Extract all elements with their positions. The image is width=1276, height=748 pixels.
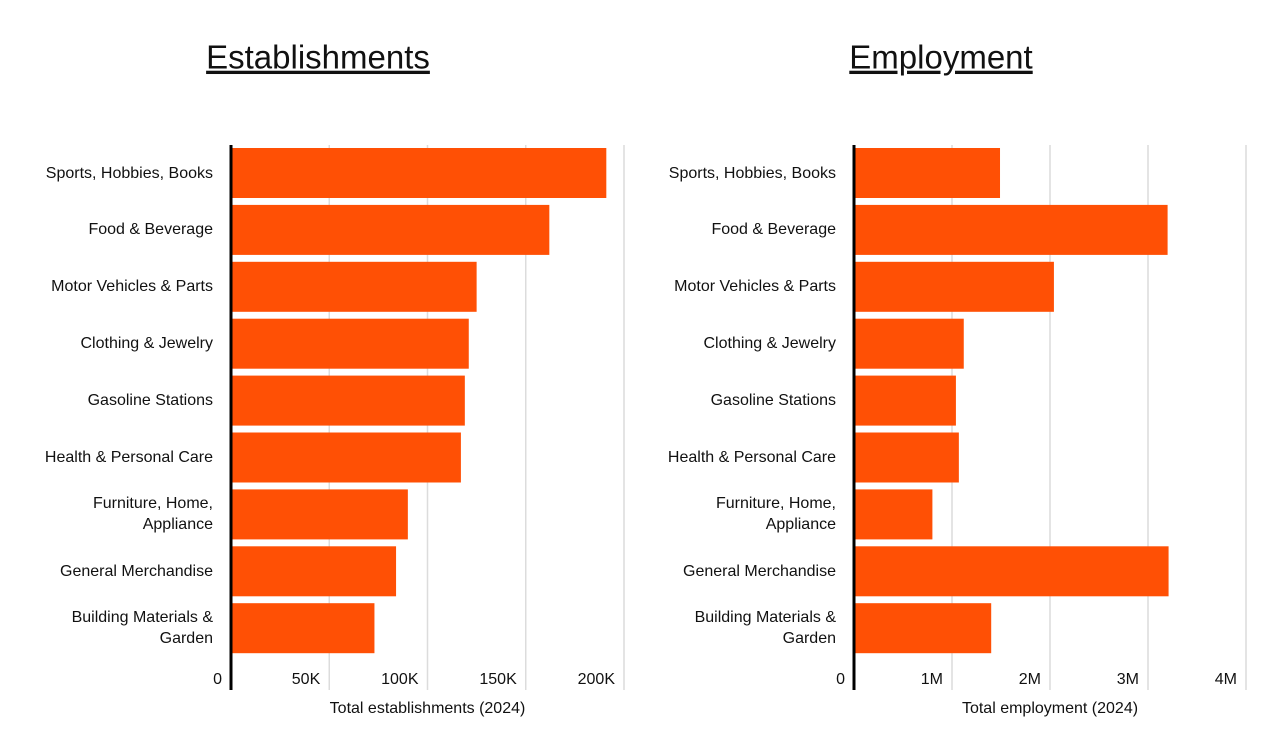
bar — [854, 603, 992, 654]
category-label: Furniture, Home, Appliance — [92, 495, 213, 534]
category-label: Clothing & Jewelry — [703, 335, 837, 353]
category-label: Sports, Hobbies, Books — [668, 164, 836, 182]
x-tick-label: 3M — [1117, 671, 1139, 688]
x-axis-label: Total establishments (2024) — [330, 700, 526, 717]
category-label: General Merchandise — [60, 562, 213, 580]
category-label: Health & Personal Care — [44, 449, 213, 466]
bar — [854, 432, 959, 483]
x-tick-label: 200K — [578, 671, 616, 688]
x-axis-label: Total employment (2024) — [962, 700, 1138, 717]
category-label: Food & Beverage — [711, 221, 836, 239]
x-tick-label: 0 — [213, 671, 222, 688]
category-label: Food & Beverage — [88, 221, 213, 239]
bar — [231, 318, 469, 369]
category-label: Building Materials & Garden — [694, 609, 836, 648]
x-tick-label: 50K — [292, 671, 321, 688]
bar — [231, 546, 397, 597]
category-label: Furniture, Home, Appliance — [715, 495, 836, 534]
bar — [854, 375, 956, 426]
x-tick-label: 1M — [921, 671, 943, 688]
chart-title: Establishments — [206, 39, 430, 76]
x-tick-label: 150K — [479, 671, 517, 688]
category-label: Gasoline Stations — [710, 392, 836, 410]
x-tick-label: 2M — [1019, 671, 1041, 688]
category-label: Health & Personal Care — [667, 449, 836, 466]
bar — [854, 148, 1001, 198]
bar — [231, 432, 461, 483]
category-label: Clothing & Jewelry — [80, 335, 214, 353]
bar — [231, 204, 550, 255]
bar — [854, 489, 933, 540]
x-tick-label: 4M — [1215, 671, 1237, 688]
chart-title: Employment — [849, 39, 1032, 76]
category-label: Motor Vehicles & Parts — [51, 278, 213, 296]
bar — [231, 148, 607, 198]
category-label: Gasoline Stations — [87, 392, 213, 410]
x-tick-label: 0 — [836, 671, 845, 688]
category-label: Sports, Hobbies, Books — [45, 164, 213, 182]
bar — [854, 318, 964, 369]
bar — [854, 546, 1169, 597]
bar — [231, 489, 408, 540]
category-label: General Merchandise — [683, 562, 836, 580]
category-label: Motor Vehicles & Parts — [674, 278, 836, 296]
bar — [854, 204, 1168, 255]
bar — [231, 375, 465, 426]
bar — [231, 603, 375, 654]
category-label: Building Materials & Garden — [71, 609, 213, 648]
bar — [854, 261, 1054, 312]
x-tick-label: 100K — [381, 671, 419, 688]
bar — [231, 261, 477, 312]
